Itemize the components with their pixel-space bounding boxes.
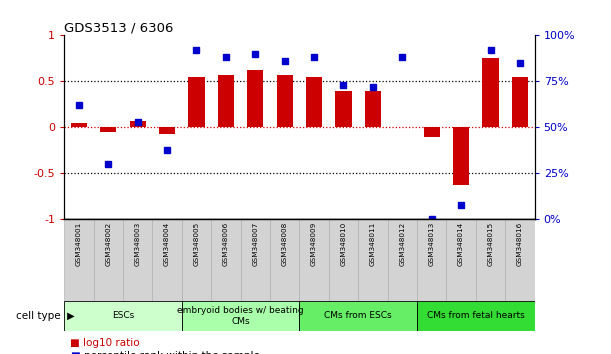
Bar: [159, 127, 175, 134]
Text: GSM348014: GSM348014: [458, 222, 464, 266]
Text: GSM348007: GSM348007: [252, 222, 258, 266]
Bar: [476, 219, 505, 301]
Bar: [358, 219, 387, 301]
Bar: [512, 77, 528, 127]
Bar: [182, 301, 299, 331]
Text: GSM348013: GSM348013: [429, 222, 434, 266]
Text: GSM348006: GSM348006: [223, 222, 229, 266]
Text: GSM348001: GSM348001: [76, 222, 82, 266]
Bar: [64, 301, 182, 331]
Text: GSM348002: GSM348002: [105, 222, 111, 266]
Text: CMs from fetal hearts: CMs from fetal hearts: [427, 312, 525, 320]
Bar: [100, 127, 116, 132]
Bar: [277, 75, 293, 127]
Bar: [270, 219, 299, 301]
Text: GSM348015: GSM348015: [488, 222, 494, 266]
Bar: [299, 301, 417, 331]
Text: percentile rank within the sample: percentile rank within the sample: [84, 351, 260, 354]
Bar: [123, 219, 152, 301]
Bar: [335, 91, 351, 127]
Text: GSM348010: GSM348010: [340, 222, 346, 266]
Bar: [93, 219, 123, 301]
Bar: [71, 123, 87, 127]
Bar: [241, 219, 270, 301]
Bar: [387, 219, 417, 301]
Bar: [447, 219, 476, 301]
Text: embryoid bodies w/ beating
CMs: embryoid bodies w/ beating CMs: [177, 306, 304, 326]
Bar: [152, 219, 182, 301]
Text: GSM348004: GSM348004: [164, 222, 170, 266]
Bar: [211, 219, 241, 301]
Bar: [247, 70, 263, 127]
Text: GSM348003: GSM348003: [134, 222, 141, 266]
Bar: [64, 219, 93, 301]
Bar: [417, 219, 447, 301]
Bar: [483, 58, 499, 127]
Bar: [453, 127, 469, 184]
Text: GSM348005: GSM348005: [194, 222, 199, 266]
Bar: [188, 77, 205, 127]
Bar: [306, 77, 322, 127]
Text: GSM348012: GSM348012: [400, 222, 405, 266]
Text: ESCs: ESCs: [112, 312, 134, 320]
Bar: [299, 219, 329, 301]
Bar: [365, 91, 381, 127]
Text: CMs from ESCs: CMs from ESCs: [324, 312, 392, 320]
Text: GSM348016: GSM348016: [517, 222, 523, 266]
Bar: [417, 301, 535, 331]
Text: GDS3513 / 6306: GDS3513 / 6306: [64, 21, 174, 34]
Bar: [218, 75, 234, 127]
Bar: [130, 121, 146, 127]
Bar: [423, 127, 440, 137]
Bar: [182, 219, 211, 301]
Text: ■: ■: [70, 351, 80, 354]
Text: GSM348011: GSM348011: [370, 222, 376, 266]
Text: cell type: cell type: [16, 311, 61, 321]
Text: ▶: ▶: [64, 311, 74, 321]
Bar: [505, 219, 535, 301]
Text: GSM348009: GSM348009: [311, 222, 317, 266]
Text: ■ log10 ratio: ■ log10 ratio: [70, 338, 140, 348]
Bar: [329, 219, 358, 301]
Text: GSM348008: GSM348008: [282, 222, 288, 266]
